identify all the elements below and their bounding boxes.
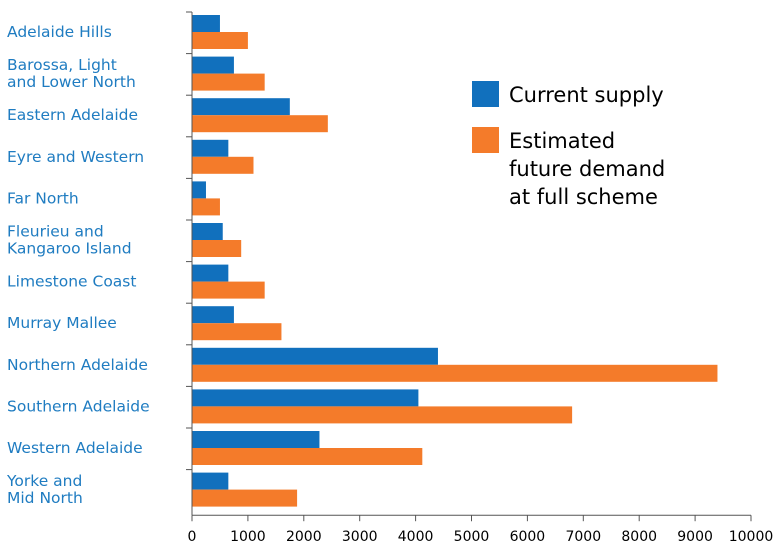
- category-label-9: Southern Adelaide: [7, 397, 150, 415]
- category-label-line: Limestone Coast: [7, 273, 136, 291]
- category-label-line: Adelaide Hills: [7, 23, 112, 41]
- bar-future-demand-7: [192, 323, 282, 341]
- category-label-7: Murray Mallee: [7, 314, 117, 332]
- bar-future-demand-1: [192, 73, 265, 91]
- x-tick-label-5: 5000: [454, 529, 490, 545]
- category-label-line: Kangaroo Island: [7, 240, 132, 258]
- bar-future-demand-2: [192, 115, 328, 133]
- legend-label-line: at full scheme: [509, 185, 658, 209]
- bar-future-demand-4: [192, 198, 220, 216]
- x-tick-label-0: 0: [188, 529, 197, 545]
- bar-current-supply-0: [192, 15, 220, 32]
- bar-current-supply-8: [192, 347, 438, 365]
- category-label-line: Murray Mallee: [7, 314, 117, 332]
- x-tick-label-10: 10000: [729, 529, 774, 545]
- category-label-line: Northern Adelaide: [7, 356, 148, 374]
- bar-current-supply-2: [192, 98, 290, 116]
- x-tick-label-2: 2000: [286, 529, 322, 545]
- bar-current-supply-9: [192, 389, 419, 407]
- category-label-2: Eastern Adelaide: [7, 106, 138, 124]
- bars-group: [192, 15, 718, 507]
- category-label-line: Barossa, Light: [7, 56, 117, 74]
- category-label-line: Yorke and: [6, 472, 82, 490]
- category-label-line: Eyre and Western: [7, 148, 144, 166]
- bar-future-demand-0: [192, 32, 248, 49]
- bar-future-demand-9: [192, 406, 573, 424]
- category-label-line: Southern Adelaide: [7, 397, 150, 415]
- category-label-line: Eastern Adelaide: [7, 106, 138, 124]
- category-labels: Adelaide Hills Barossa, Light and Lower No…: [6, 23, 150, 507]
- bar-current-supply-1: [192, 56, 234, 74]
- x-tick-label-3: 3000: [342, 529, 378, 545]
- legend-swatch-1: [472, 127, 499, 153]
- x-tick-label-9: 9000: [677, 529, 713, 545]
- legend-label-0: Current supply: [509, 83, 664, 107]
- bar-current-supply-6: [192, 264, 229, 282]
- bar-future-demand-6: [192, 281, 265, 299]
- legend-label-line: Estimated: [509, 129, 615, 153]
- x-tick-label-1: 1000: [230, 529, 266, 545]
- legend-label-1: Estimated future demand at full scheme: [509, 129, 665, 209]
- category-label-6: Limestone Coast: [7, 273, 136, 291]
- x-tick-label-6: 6000: [510, 529, 546, 545]
- bar-future-demand-8: [192, 364, 718, 382]
- category-label-10: Western Adelaide: [7, 439, 143, 457]
- legend: Current supply Estimated future demand at f…: [472, 81, 665, 209]
- category-label-0: Adelaide Hills: [7, 23, 112, 41]
- x-tick-label-7: 7000: [565, 529, 601, 545]
- x-tick-label-4: 4000: [398, 529, 434, 545]
- category-label-11: Yorke and Mid North: [6, 472, 83, 507]
- x-tick-label-8: 8000: [621, 529, 657, 545]
- axes-group: [186, 11, 752, 522]
- x-tick-labels: 0 1000 2000 3000 4000 5000 6000 7000 8000 9000 100…: [188, 529, 774, 545]
- bar-future-demand-5: [192, 240, 242, 257]
- bar-current-supply-10: [192, 431, 320, 448]
- category-label-3: Eyre and Western: [7, 148, 144, 166]
- bar-current-supply-4: [192, 181, 206, 199]
- category-label-1: Barossa, Light and Lower North: [7, 56, 136, 91]
- legend-label-line: Current supply: [509, 83, 664, 107]
- bar-future-demand-3: [192, 156, 254, 174]
- category-label-8: Northern Adelaide: [7, 356, 148, 374]
- legend-label-line: future demand: [509, 157, 665, 181]
- bar-current-supply-11: [192, 472, 229, 490]
- bar-current-supply-5: [192, 223, 223, 240]
- category-label-4: Far North: [7, 189, 79, 207]
- bar-current-supply-7: [192, 306, 234, 324]
- category-label-line: and Lower North: [7, 73, 136, 91]
- category-label-line: Mid North: [7, 489, 83, 507]
- category-label-5: Fleurieu and Kangaroo Island: [7, 223, 132, 258]
- category-label-line: Western Adelaide: [7, 439, 143, 457]
- category-label-line: Far North: [7, 189, 79, 207]
- category-label-line: Fleurieu and: [7, 223, 104, 241]
- bar-future-demand-10: [192, 448, 423, 465]
- bar-current-supply-3: [192, 139, 229, 157]
- legend-swatch-0: [472, 81, 499, 107]
- bar-future-demand-11: [192, 489, 298, 507]
